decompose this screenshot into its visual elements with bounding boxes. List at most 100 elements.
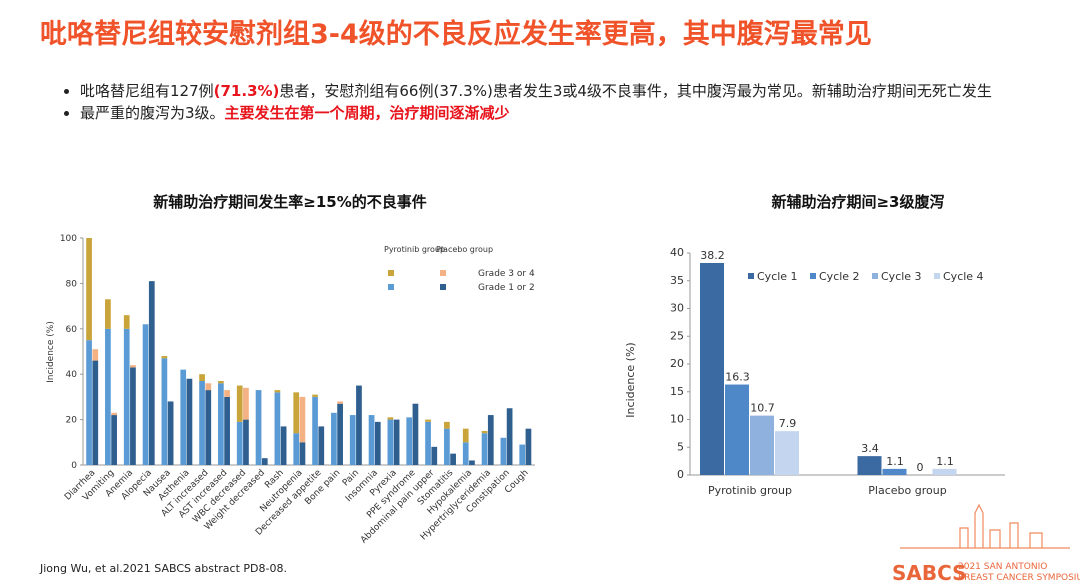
y-tick-label: 15	[670, 385, 684, 398]
bar-segment	[444, 428, 450, 465]
bar-segment	[274, 392, 281, 465]
bar-segment	[142, 324, 149, 465]
bar-segment	[337, 403, 343, 465]
bar-segment	[469, 460, 475, 465]
bar-segment	[205, 390, 212, 465]
bullet-highlight: 主要发生在第一个周期，治疗期间逐渐减少	[224, 104, 510, 122]
legend-label: Cycle 2	[819, 270, 860, 283]
bar-segment	[406, 417, 413, 465]
y-tick-label: 100	[60, 234, 77, 244]
y-tick-label: 40	[670, 246, 684, 259]
legend-swatch	[810, 273, 816, 279]
value-label: 1.1	[886, 455, 904, 468]
y-axis-label: Incidence (%)	[624, 342, 637, 417]
y-tick-label: 30	[670, 302, 684, 315]
bar-segment	[105, 328, 111, 465]
legend-swatch	[388, 270, 394, 276]
bullet-text: 最严重的腹泻为3级。	[80, 104, 225, 122]
logo-mark: SABCS	[892, 561, 967, 585]
legend-label: Cycle 4	[943, 270, 984, 283]
bar-segment	[444, 421, 450, 429]
bar-segment	[123, 328, 130, 465]
bar-segment	[180, 369, 187, 465]
logo-text: BREAST CANCER SYMPOSIUM	[958, 573, 1080, 583]
bar-segment	[318, 426, 325, 465]
bar-segment	[130, 365, 136, 368]
bar-segment	[500, 437, 507, 465]
bar-segment	[236, 385, 243, 422]
bar-segment	[487, 415, 494, 465]
bar-segment	[450, 453, 456, 465]
y-tick-label: 0	[71, 461, 77, 471]
bullet-text: 患者，安慰剂组有66例(37.3%)患者发生3或4级不良事件，其中腹泻最为常见。…	[279, 82, 992, 100]
bar-segment	[148, 281, 155, 465]
bar-segment	[525, 428, 532, 465]
bar-segment	[243, 419, 249, 465]
x-tick-label: Placebo group	[868, 484, 946, 497]
y-tick-label: 20	[670, 357, 684, 370]
value-label: 3.4	[861, 442, 879, 455]
bar-segment	[167, 401, 174, 465]
value-label: 16.3	[725, 371, 750, 384]
bar	[725, 384, 749, 475]
bar-segment	[224, 390, 230, 397]
y-tick-label: 10	[670, 413, 684, 426]
bar-segment	[312, 396, 318, 465]
y-tick-label: 60	[66, 325, 78, 335]
legend-swatch	[872, 273, 878, 279]
bar-segment	[368, 415, 375, 465]
bar	[882, 468, 907, 475]
bar-segment	[92, 360, 99, 465]
legend-header: Pyrotinib group	[384, 245, 445, 254]
bullet: 最严重的腹泻为3级。主要发生在第一个周期，治疗期间逐渐减少	[80, 102, 1040, 124]
y-tick-label: 25	[670, 329, 684, 342]
bar-segment	[199, 381, 205, 465]
bar-segment	[481, 433, 488, 465]
bar-segment	[111, 415, 117, 465]
legend-swatch	[748, 273, 754, 279]
bar-segment	[349, 415, 356, 465]
bullet-text: 吡咯替尼组有127例	[80, 82, 214, 100]
bar-segment	[236, 421, 243, 465]
value-label: 1.1	[936, 455, 954, 468]
bar-segment	[161, 358, 168, 465]
value-label: 38.2	[700, 249, 725, 262]
bar-segment	[280, 426, 287, 465]
bar-segment	[105, 299, 111, 329]
legend-label: Grade 3 or 4	[478, 269, 535, 279]
bar-segment	[92, 349, 99, 361]
legend-swatch	[440, 284, 446, 290]
bar-segment	[161, 356, 168, 359]
legend-label: Cycle 3	[881, 270, 922, 283]
bullet-highlight: (71.3%)	[213, 82, 280, 100]
bar-segment	[293, 392, 300, 434]
bar-segment	[123, 315, 130, 329]
legend-header: Placebo group	[436, 245, 493, 254]
bullet-list: 吡咯替尼组有127例(71.3%)患者，安慰剂组有66例(37.3%)患者发生3…	[60, 80, 1040, 124]
bar	[750, 415, 774, 475]
bar	[775, 431, 799, 475]
bar-segment	[261, 458, 268, 465]
bar-segment	[425, 419, 431, 422]
bar-segment	[506, 408, 513, 465]
bar-segment	[481, 430, 488, 434]
y-tick-label: 20	[66, 416, 78, 426]
bar-segment	[387, 417, 394, 420]
y-tick-label: 80	[66, 279, 78, 289]
bar-segment	[199, 374, 205, 382]
bar-segment	[224, 396, 230, 465]
bar-segment	[356, 385, 362, 465]
bar-segment	[299, 442, 306, 465]
bar-segment	[86, 238, 92, 341]
bar-segment	[425, 421, 431, 465]
bar-segment	[462, 442, 469, 465]
legend-label: Cycle 1	[757, 270, 798, 283]
bar-segment	[374, 421, 381, 465]
bar-segment	[130, 367, 136, 465]
slide-title: 吡咯替尼组较安慰剂组3-4级的不良反应发生率更高，其中腹泻最常见	[40, 19, 872, 50]
bar-segment	[186, 378, 193, 465]
bar-segment	[387, 419, 394, 465]
logo-text: 2021 SAN ANTONIO	[958, 562, 1047, 572]
y-tick-label: 40	[66, 370, 78, 380]
